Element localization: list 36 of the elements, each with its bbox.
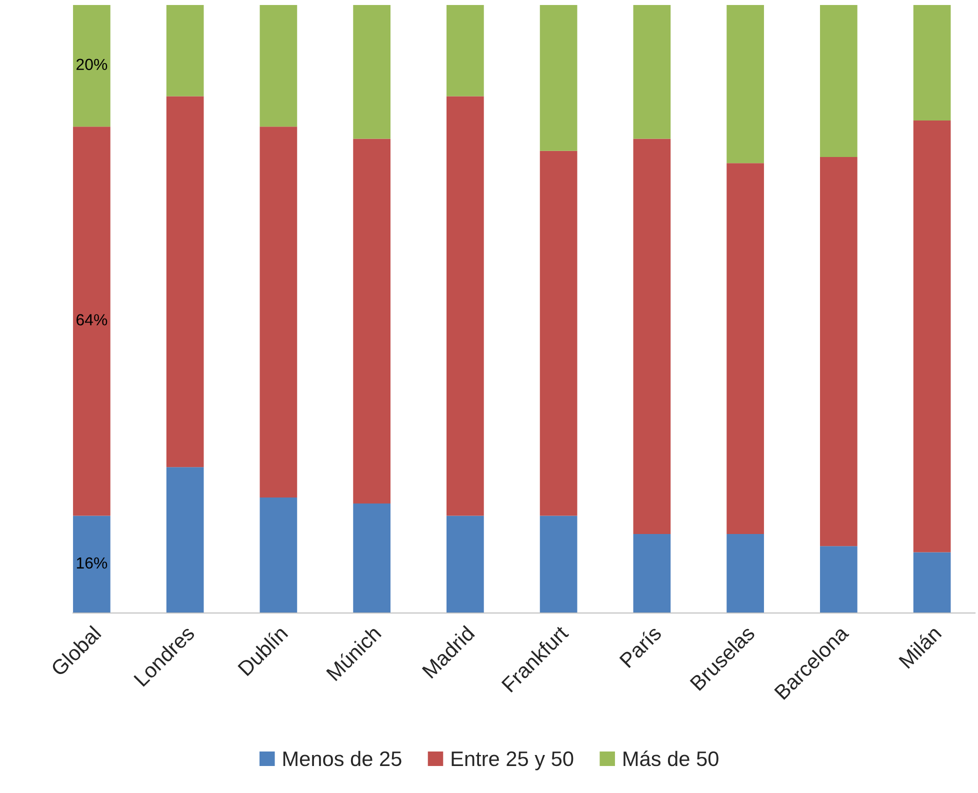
data-label: 64% bbox=[76, 314, 108, 326]
bar bbox=[260, 5, 298, 127]
bar bbox=[446, 5, 484, 96]
bar bbox=[73, 516, 110, 613]
bar bbox=[260, 126, 298, 498]
bar bbox=[726, 534, 764, 613]
bar bbox=[353, 504, 390, 613]
legend-label: Menos de 25 bbox=[283, 750, 402, 766]
bar bbox=[820, 546, 858, 613]
bar bbox=[820, 157, 858, 546]
bar bbox=[353, 138, 390, 504]
bar bbox=[913, 552, 951, 613]
bar bbox=[633, 138, 671, 534]
bar bbox=[726, 163, 764, 534]
bar bbox=[913, 120, 951, 552]
bar bbox=[73, 5, 110, 127]
bar bbox=[260, 497, 298, 613]
data-label: 20% bbox=[76, 58, 108, 70]
bar bbox=[353, 5, 390, 139]
bar bbox=[540, 5, 578, 151]
bar bbox=[73, 126, 110, 516]
bar bbox=[633, 5, 671, 139]
legend-label: Entre 25 y 50 bbox=[452, 751, 574, 770]
bar bbox=[446, 96, 484, 516]
data-label: 16% bbox=[76, 557, 108, 569]
bar bbox=[166, 5, 204, 96]
bar bbox=[166, 467, 204, 613]
bar bbox=[540, 516, 578, 613]
bar bbox=[540, 150, 578, 516]
bar bbox=[166, 96, 204, 468]
legend-label: Más de 50 bbox=[624, 750, 718, 766]
bar bbox=[820, 5, 858, 157]
bar bbox=[913, 5, 951, 121]
bar bbox=[446, 516, 484, 613]
bar bbox=[726, 5, 764, 164]
bar bbox=[633, 534, 671, 613]
